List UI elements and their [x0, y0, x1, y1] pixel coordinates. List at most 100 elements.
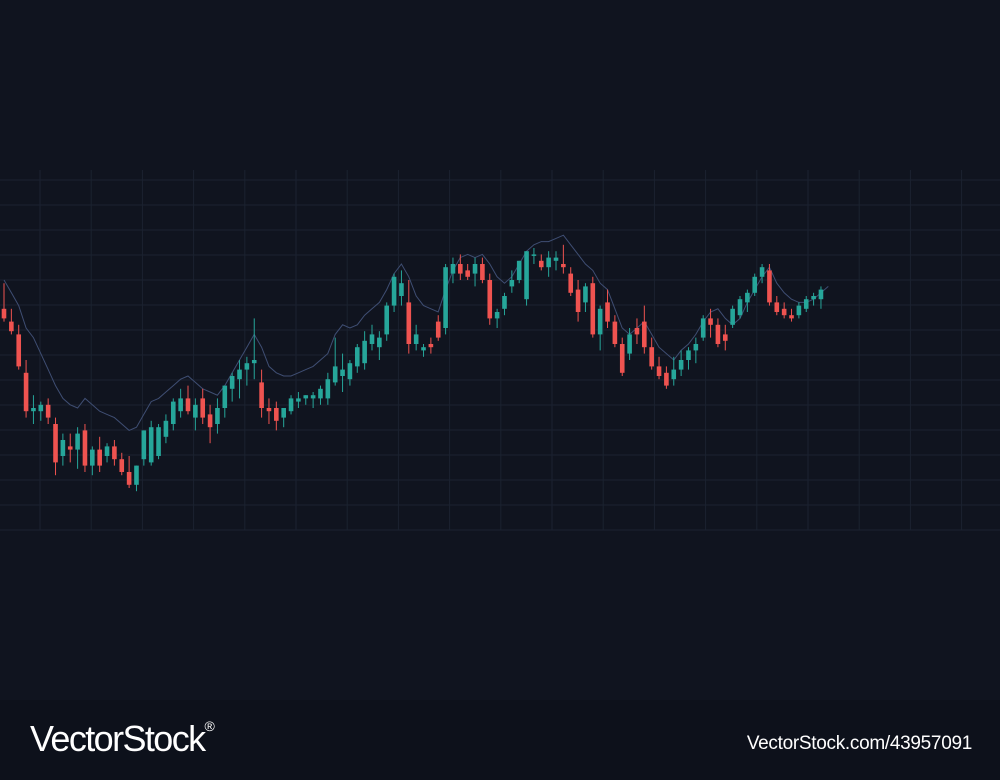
- candle: [428, 337, 434, 354]
- candle: [583, 283, 588, 312]
- candle-body-up: [421, 347, 426, 351]
- candle: [759, 264, 765, 284]
- candle: [708, 308, 713, 338]
- candle: [458, 254, 463, 280]
- candle: [193, 398, 198, 431]
- overlay-line: [3, 234, 829, 431]
- candle-body-up: [678, 360, 684, 370]
- candle: [185, 385, 191, 415]
- chart-background: [0, 0, 1000, 700]
- candle: [362, 331, 367, 370]
- candle: [75, 427, 80, 469]
- candle: [627, 328, 632, 360]
- candle: [803, 296, 809, 312]
- grid-lines: [0, 170, 1000, 531]
- candle-body-down: [465, 270, 470, 277]
- candle: [656, 356, 662, 380]
- candle-body-up: [391, 276, 397, 306]
- candle: [781, 302, 787, 319]
- candle: [134, 465, 139, 492]
- candle: [811, 292, 816, 306]
- candle-body-up: [531, 254, 537, 256]
- candle: [38, 401, 44, 421]
- candle-body-up: [384, 305, 390, 335]
- candle: [178, 388, 183, 418]
- candle-body-down: [575, 289, 581, 312]
- candle: [406, 280, 412, 354]
- candle: [553, 251, 559, 271]
- candle: [531, 248, 537, 264]
- candle: [340, 353, 345, 392]
- candle: [97, 436, 102, 472]
- candle: [163, 414, 169, 444]
- candle: [796, 302, 802, 319]
- candle: [421, 344, 426, 357]
- candle-body-up: [516, 260, 522, 280]
- candle: [715, 318, 721, 348]
- candle: [104, 443, 110, 463]
- candle-body-up: [362, 340, 367, 364]
- candle-body-up: [730, 308, 735, 325]
- candle: [546, 251, 551, 277]
- candle: [31, 395, 36, 424]
- candle: [524, 251, 529, 306]
- candle-body-up: [222, 385, 228, 408]
- candle-body-up: [752, 276, 758, 293]
- candle: [502, 292, 507, 316]
- candle: [237, 360, 242, 399]
- candle-body-up: [90, 449, 95, 466]
- candle-body-up: [31, 408, 36, 412]
- candle-body-up: [237, 369, 242, 380]
- candle-body-up: [509, 280, 515, 287]
- candle-body-up: [597, 308, 603, 335]
- candle-body-down: [1, 308, 7, 319]
- candle: [288, 395, 294, 415]
- candle-body-down: [23, 372, 29, 412]
- candle-body-up: [340, 369, 345, 376]
- candle-body-down: [406, 302, 412, 344]
- candle: [612, 315, 618, 348]
- candle: [45, 398, 51, 424]
- candle-body-up: [170, 401, 176, 424]
- candle: [575, 280, 581, 322]
- candle: [494, 308, 500, 328]
- candle: [9, 308, 14, 335]
- candle-body-up: [141, 430, 147, 460]
- candle: [568, 267, 574, 296]
- candle-body-up: [377, 337, 382, 348]
- candle-body-up: [148, 427, 154, 463]
- candle-body-up: [244, 363, 250, 370]
- candle: [67, 433, 73, 463]
- candle-body-down: [568, 273, 574, 293]
- candle: [354, 344, 360, 373]
- candle: [399, 270, 404, 306]
- candle: [281, 408, 286, 428]
- candle-body-up: [251, 360, 257, 364]
- candle-body-up: [296, 398, 301, 402]
- candle: [1, 283, 7, 322]
- candle-body-up: [215, 408, 220, 424]
- candle-body-up: [354, 347, 360, 367]
- candle-body-up: [369, 334, 375, 344]
- candle: [310, 392, 316, 408]
- candle: [722, 324, 728, 351]
- candle: [259, 369, 264, 418]
- candle-body-up: [671, 369, 677, 380]
- candle-body-up: [318, 388, 323, 399]
- candle-body-up: [325, 379, 331, 399]
- candle: [472, 257, 478, 287]
- candle-body-down: [789, 315, 794, 319]
- candle-body-down: [274, 408, 279, 421]
- candle-body-up: [413, 334, 419, 344]
- candle-body-up: [134, 465, 139, 485]
- candle-body-up: [796, 305, 802, 316]
- candle-body-up: [553, 257, 559, 261]
- candle: [53, 417, 58, 476]
- candle: [745, 289, 750, 312]
- candle: [664, 366, 669, 389]
- registered-mark: ®: [204, 718, 215, 734]
- candle: [487, 273, 493, 325]
- candle: [251, 318, 257, 380]
- candle: [435, 315, 441, 341]
- candle-body-down: [612, 321, 618, 344]
